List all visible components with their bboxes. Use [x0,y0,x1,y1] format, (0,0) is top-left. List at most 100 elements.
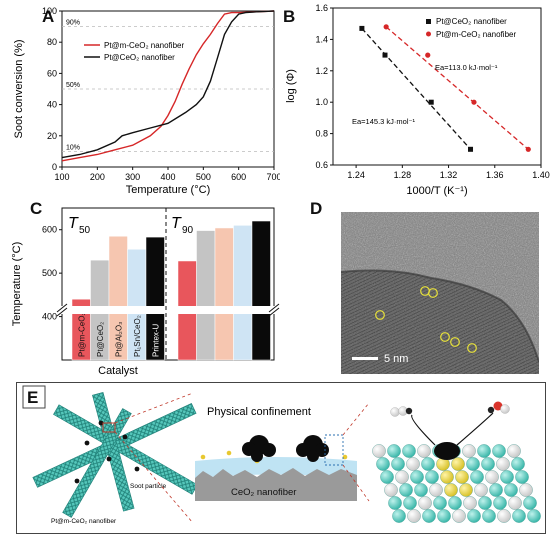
atom [467,509,481,523]
scale-bar-label: 5 nm [384,353,408,365]
atom [417,444,431,458]
substrate-label: CeO₂ nanofiber [231,487,296,498]
atom [492,444,506,458]
atom [515,470,529,484]
atom [493,496,507,510]
atom [466,457,480,471]
panel-b-ytick-label: 1.6 [315,3,328,13]
panel-c-xlabel: Catalyst [98,365,138,377]
panel-a-series-line-2 [61,10,275,159]
atom [497,509,511,523]
panel-b-point [382,52,388,58]
panel-b-xtick-label: 1.40 [532,170,550,180]
panel-b-legend: Pt@CeO₂ nanofiber Pt@m-CeO₂ nanofiber [426,17,516,39]
atom [523,496,537,510]
panel-d-tem-image: 5 nm [340,212,540,374]
panel-b-xtick-label: 1.28 [394,170,412,180]
panel-c-bar [251,220,271,361]
atom [421,457,435,471]
atom [407,509,421,523]
panel-b-ylabel: log (Φ) [285,69,297,103]
panel-c-label: C [30,200,42,218]
panel-a-ytick-label: 40 [47,100,57,110]
atom [384,483,398,497]
atom [429,483,443,497]
svg-text:T: T [171,215,182,232]
atom [455,470,469,484]
panel-a-series-line-1 [61,10,275,162]
atom [448,496,462,510]
atomic-model [372,442,541,523]
panel-b-point [471,99,477,105]
panel-c-group-label-t90: T 90 [171,215,194,236]
panel-c-bar-label: Pt@CeO₂ [96,322,105,357]
panel-a-legend: Pt@m-CeO₂ nanofiber Pt@CeO₂ nanofiber [84,41,184,62]
panel-a-xtick-label: 600 [231,172,246,182]
atom [403,496,417,510]
panel-b-xtick-label: 1.36 [486,170,504,180]
atom [474,483,488,497]
atom [372,444,386,458]
atom [433,496,447,510]
atom [387,444,401,458]
atom [406,457,420,471]
legend-a-item-1: Pt@m-CeO₂ nanofiber [104,41,184,50]
panel-c-axis-break [56,306,280,314]
svg-text:T: T [68,215,79,232]
panel-a-ytick-label: 80 [47,37,57,47]
panel-c-ytick-label: 600 [42,225,57,235]
atom [425,470,439,484]
atom [451,457,465,471]
panel-a-xtick-label: 200 [90,172,105,182]
panel-b-ytick-label: 0.8 [315,129,328,139]
panel-a-xlabel: Temperature (°C) [126,184,210,196]
atom [478,496,492,510]
panel-c-bar [214,227,234,361]
panel-a-ytick-label: 0 [52,162,57,172]
panel-c-ytick-label: 400 [42,312,57,322]
atom [376,457,390,471]
panel-a-ylabel: Soot conversion (%) [13,39,25,138]
panel-a-ytick-label: 60 [47,68,57,78]
panel-c-bar-label: Pt₁Sn/CeO₂ [133,315,142,357]
panel-b-point [383,24,389,30]
atom [527,509,541,523]
nanofiber-network [32,392,198,518]
panel-b-xlabel: 1000/T (K⁻¹) [406,185,467,197]
soot-particle-label: Soot particle [130,483,167,490]
atom [410,470,424,484]
atom [418,496,432,510]
panel-e-label: E [27,388,38,407]
atom [444,483,458,497]
atom [489,483,503,497]
panel-a-xtick-label: 500 [196,172,211,182]
panel-b-chart: B 1.24 1.28 1.32 1.36 1.40 0.6 0.8 1.0 1.2 1.4 1.6… [283,3,550,197]
panel-b-xtick-label: 1.24 [347,170,365,180]
panel-a-label: A [42,7,54,26]
legend-b-item-2: Pt@m-CeO₂ nanofiber [436,30,516,39]
atom [459,483,473,497]
panel-b-ytick-label: 1.4 [315,34,328,44]
panel-d-label: D [310,200,322,218]
soot-particle [434,442,460,460]
atom [482,509,496,523]
panel-c-ylabel: Temperature (°C) [11,242,23,326]
atom [402,444,416,458]
atom [414,483,428,497]
panel-c-chart: C Pt@m-CeO₂ Pt@CeO₂ Pt@Al₂O₃ Pt₁Sn/CeO₂ Prin… [11,200,280,377]
atom [500,470,514,484]
panel-c-bar [233,225,253,361]
atom [512,509,526,523]
panel-e-title: Physical confinement [207,406,311,418]
svg-text:90: 90 [182,225,194,236]
panel-e-schematic: E Soot particle Pt@m-CeO₂ nanofiber Phys… [16,382,546,534]
panel-b-fit-label-red: Ea=113.0 kJ·mol⁻¹ [435,63,498,72]
pt-particle-markers [375,286,477,353]
panel-a-xtick-label: 700 [266,172,280,182]
atom [507,444,521,458]
atom [440,470,454,484]
panel-c-bar-label: Pt@m-CeO₂ [77,312,86,357]
panel-b-point [428,99,434,105]
panel-a-ref-label: 50% [66,82,80,89]
atom [511,457,525,471]
